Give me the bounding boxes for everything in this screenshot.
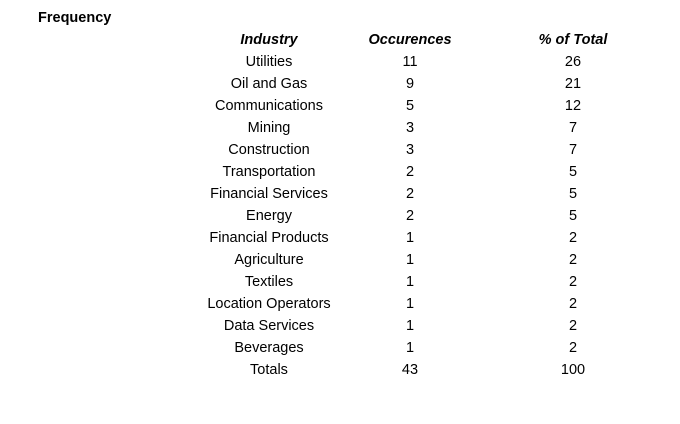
column-header: % of Total xyxy=(538,32,608,48)
cell-value: 3 xyxy=(405,142,415,158)
row-label: Data Services xyxy=(223,318,315,334)
row-label: Utilities xyxy=(245,54,293,70)
cell-value: 1 xyxy=(405,296,415,312)
cell-value: 2 xyxy=(405,164,415,180)
cell-value: 5 xyxy=(568,164,578,180)
cell-value: 5 xyxy=(568,208,578,224)
row-label: Agriculture xyxy=(234,252,304,268)
column-header: Occurences xyxy=(368,32,452,48)
cell-value: 5 xyxy=(568,186,578,202)
row-label: Oil and Gas xyxy=(230,76,308,92)
cell-value: 1 xyxy=(405,230,415,246)
cell-value: 1 xyxy=(405,252,415,268)
cell-value: 100 xyxy=(560,362,586,378)
row-label: Textiles xyxy=(244,274,294,290)
row-label: Mining xyxy=(247,120,291,136)
cell-value: 21 xyxy=(564,76,582,92)
row-label: Construction xyxy=(228,142,310,158)
row-label: Financial Services xyxy=(210,186,328,202)
row-label: Totals xyxy=(250,362,288,378)
cell-value: 43 xyxy=(401,362,419,378)
row-label: Beverages xyxy=(234,340,304,356)
cell-value: 2 xyxy=(568,274,578,290)
cell-value: 2 xyxy=(405,208,415,224)
cell-value: 1 xyxy=(405,274,415,290)
cell-value: 1 xyxy=(405,340,415,356)
cell-value: 2 xyxy=(568,296,578,312)
cell-value: 12 xyxy=(564,98,582,114)
cell-value: 7 xyxy=(568,120,578,136)
cell-value: 9 xyxy=(405,76,415,92)
cell-value: 2 xyxy=(568,318,578,334)
cell-value: 2 xyxy=(568,340,578,356)
row-label: Financial Products xyxy=(209,230,329,246)
cell-value: 5 xyxy=(405,98,415,114)
row-label: Location Operators xyxy=(207,296,331,312)
cell-value: 1 xyxy=(405,318,415,334)
cell-value: 2 xyxy=(568,252,578,268)
row-label: Transportation xyxy=(222,164,316,180)
cell-value: 2 xyxy=(405,186,415,202)
column-header: Industry xyxy=(240,32,298,48)
title: Frequency xyxy=(38,10,112,26)
cell-value: 11 xyxy=(402,54,418,70)
row-label: Communications xyxy=(215,98,323,114)
cell-value: 7 xyxy=(568,142,578,158)
cell-value: 3 xyxy=(405,120,415,136)
cell-value: 26 xyxy=(564,54,582,70)
cell-value: 2 xyxy=(568,230,578,246)
row-label: Energy xyxy=(246,208,292,224)
